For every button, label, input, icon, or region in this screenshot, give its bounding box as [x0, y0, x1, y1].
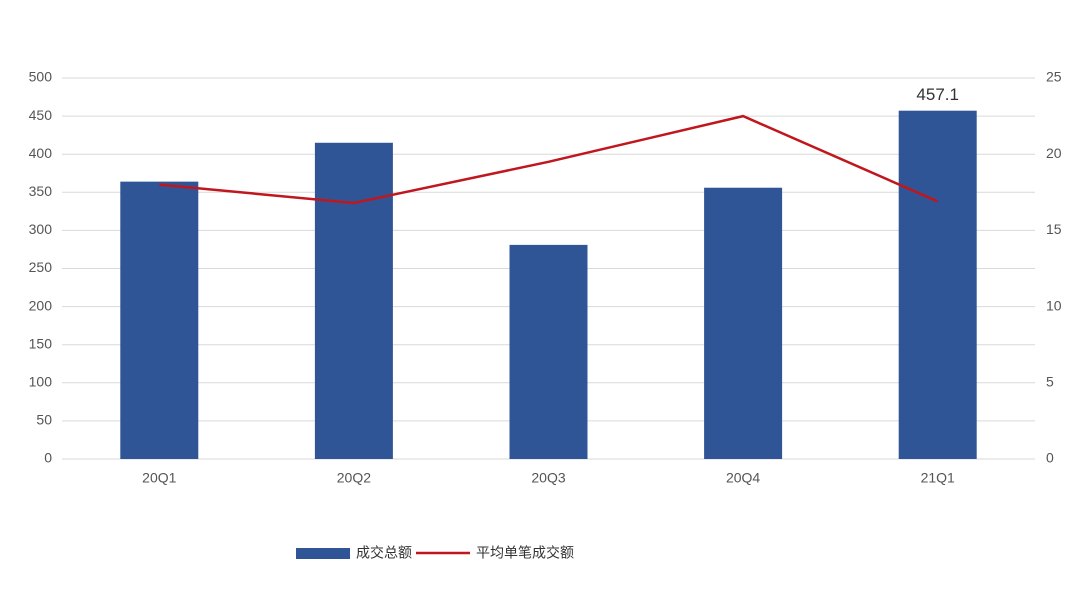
value-label: 457.1: [916, 85, 959, 104]
line: [159, 114, 939, 205]
bar: [120, 181, 199, 459]
y2-tick-label: 25: [1046, 69, 1062, 85]
y-tick-label: 400: [29, 145, 53, 161]
y-tick-label: 0: [44, 450, 52, 466]
x-tick-label: 20Q3: [531, 470, 565, 486]
y2-tick-label: 0: [1046, 450, 1054, 466]
x-tick-label: 20Q2: [337, 470, 371, 486]
y-tick-label: 150: [29, 335, 53, 351]
y-tick-label: 500: [29, 69, 53, 85]
bar: [704, 187, 783, 459]
y2-tick-label: 20: [1046, 145, 1062, 161]
bar: [509, 244, 588, 459]
legend-swatch: [296, 548, 350, 559]
y-tick-label: 100: [29, 374, 53, 390]
legend-label: 平均单笔成交额: [476, 545, 574, 561]
legend-label: 成交总额: [356, 545, 412, 561]
bar: [898, 110, 977, 460]
x-tick-label: 20Q1: [142, 470, 176, 486]
y2-tick-label: 10: [1046, 297, 1062, 313]
bar: [314, 142, 393, 459]
y-tick-label: 300: [29, 221, 53, 237]
x-tick-label: 20Q4: [726, 470, 760, 486]
x-tick-label: 21Q1: [921, 470, 955, 486]
y2-tick-label: 15: [1046, 221, 1062, 237]
y2-tick-label: 5: [1046, 374, 1054, 390]
y-tick-label: 250: [29, 259, 53, 275]
y-tick-label: 200: [29, 297, 53, 313]
y-tick-label: 450: [29, 107, 53, 123]
y-tick-label: 350: [29, 183, 53, 199]
y-tick-label: 50: [36, 412, 52, 428]
